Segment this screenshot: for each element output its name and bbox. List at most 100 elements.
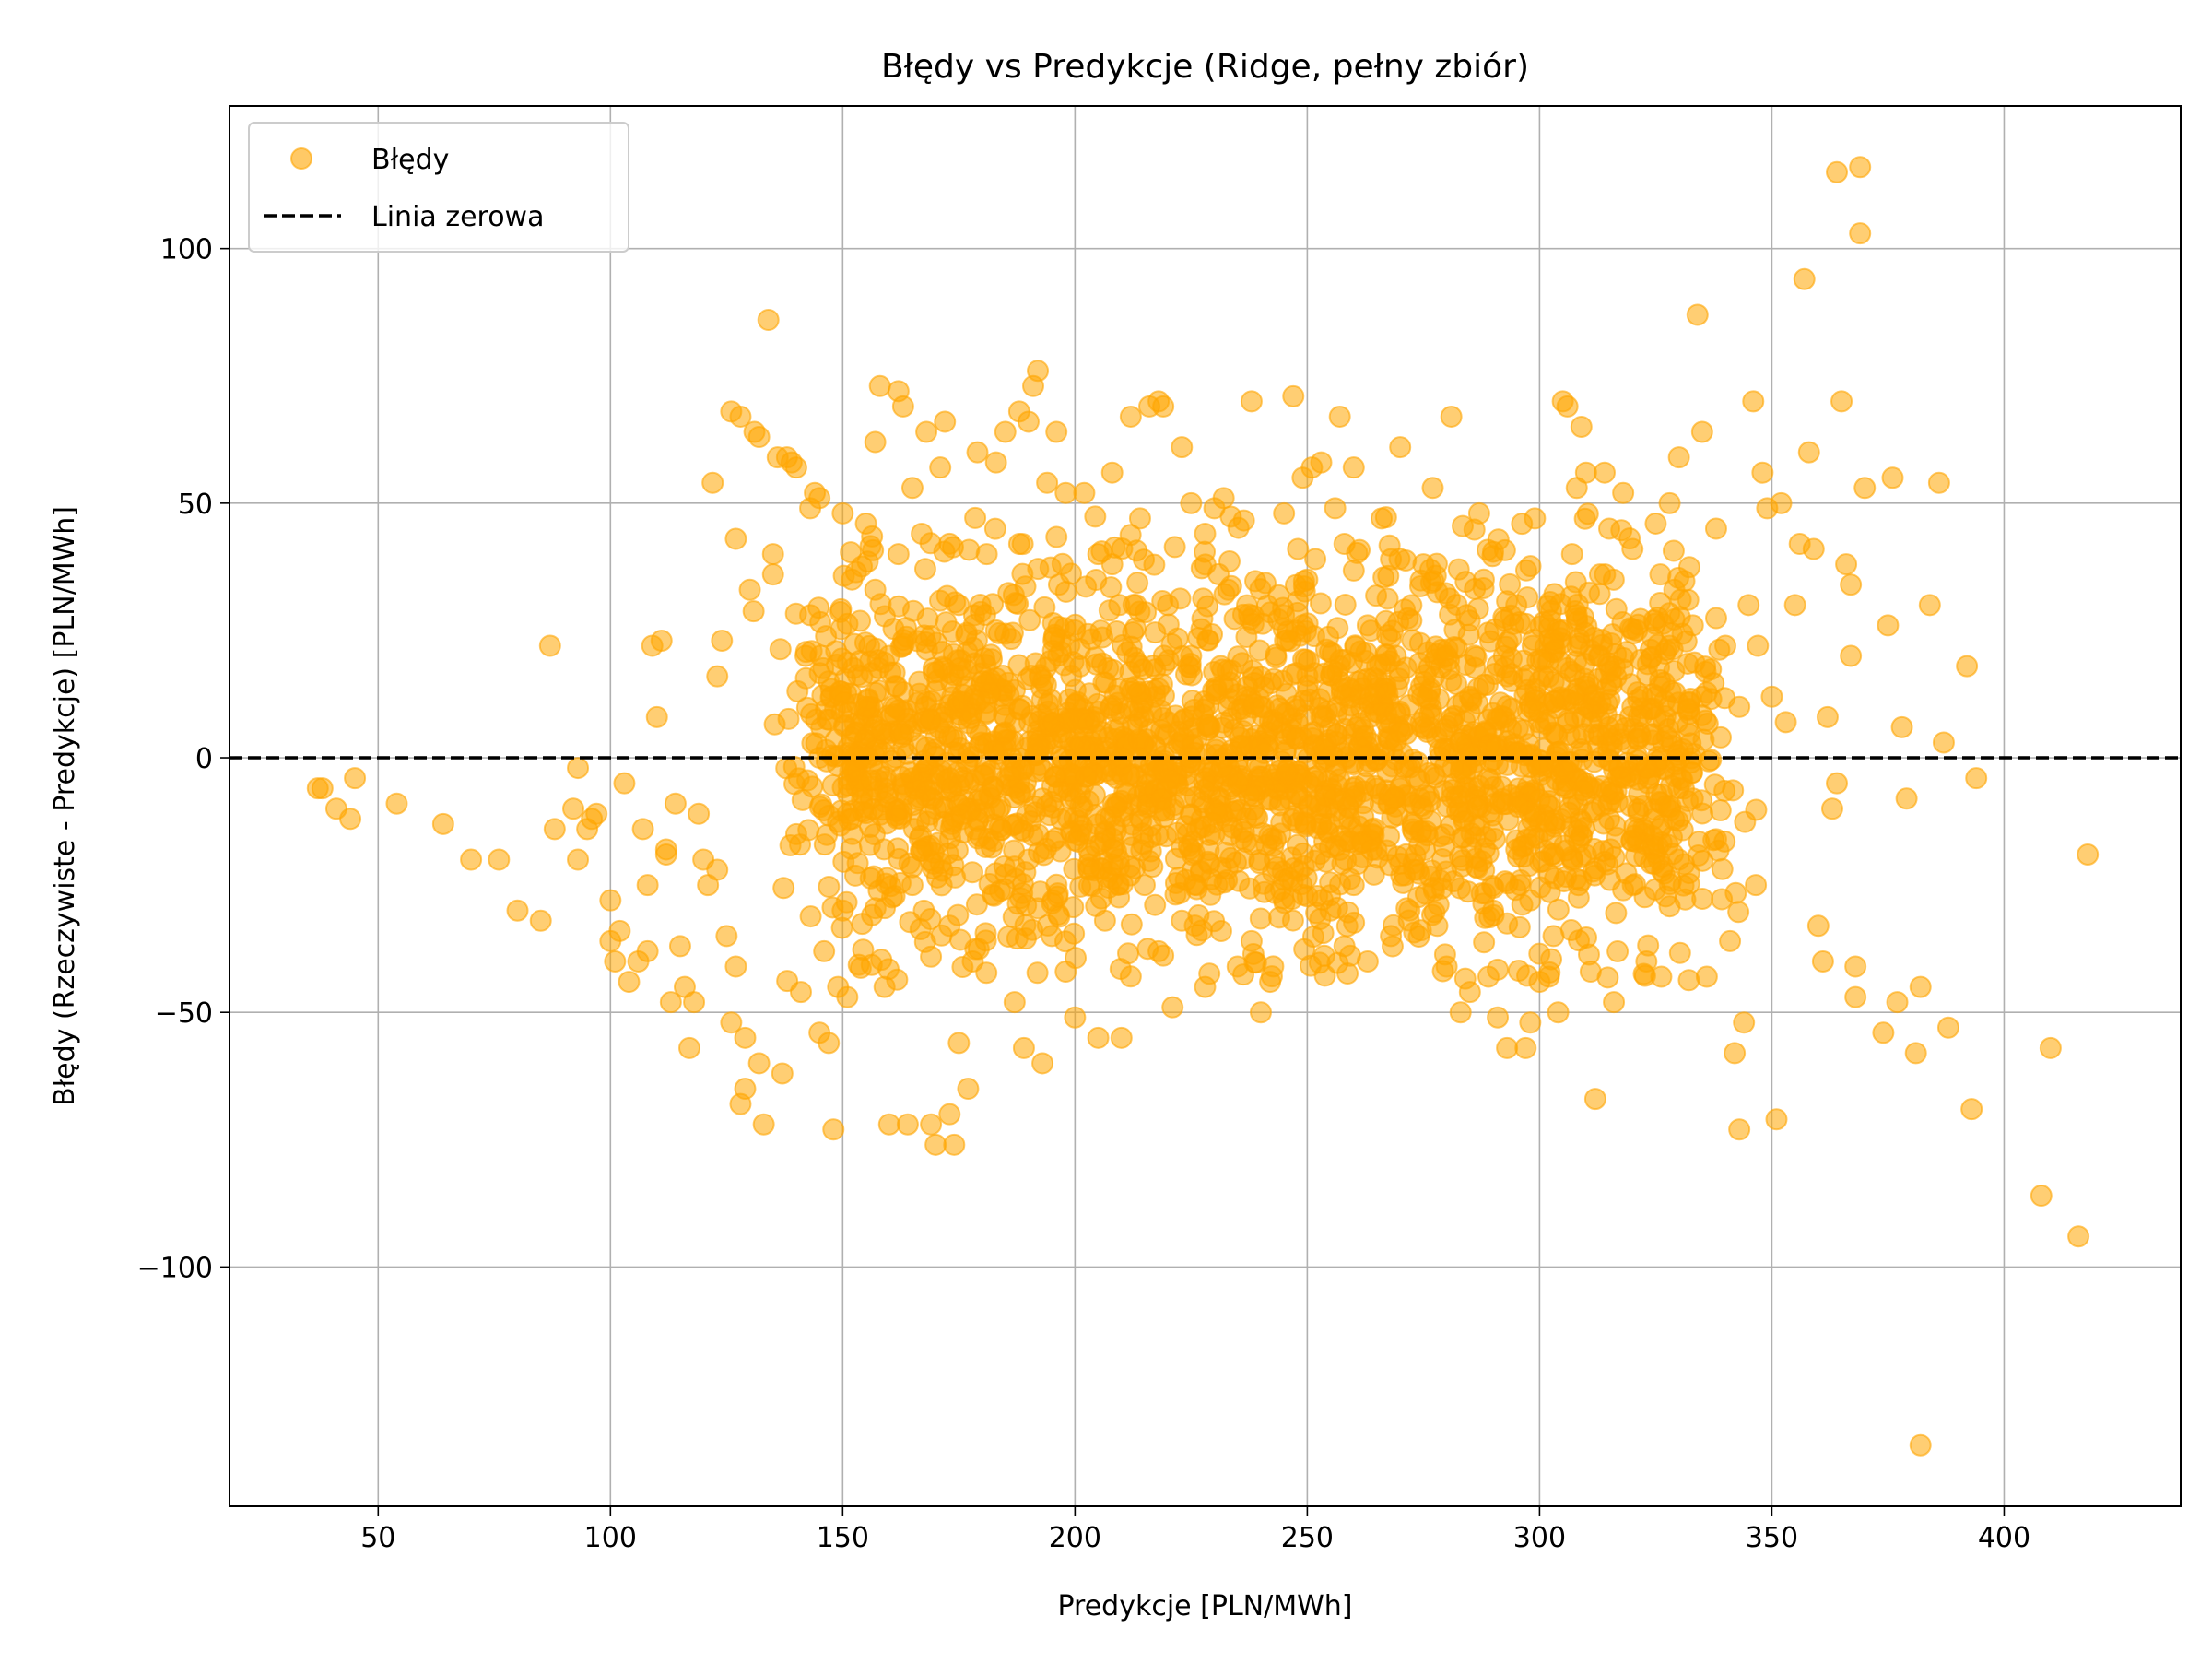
data-point [1100, 576, 1123, 599]
data-point [1087, 1026, 1110, 1049]
data-point [1960, 1098, 1983, 1121]
data-point [1582, 860, 1605, 883]
data-point [1135, 601, 1158, 624]
y-tick-label: 100 [160, 234, 213, 266]
data-point [1328, 405, 1351, 428]
data-point [1621, 537, 1644, 560]
data-point [1574, 772, 1597, 795]
data-point [1036, 471, 1059, 494]
data-point [1101, 853, 1124, 876]
data-point [1426, 914, 1449, 938]
data-point [1119, 965, 1142, 988]
data-point [720, 1011, 743, 1034]
data-point [1745, 874, 1768, 897]
data-point [650, 629, 673, 652]
data-point [1574, 461, 1597, 484]
data-point [1695, 965, 1718, 988]
data-point [1206, 802, 1229, 825]
data-point [1380, 548, 1403, 571]
data-point [1077, 858, 1100, 881]
data-point [729, 405, 752, 428]
data-point [1128, 507, 1151, 530]
data-point [1449, 1001, 1472, 1024]
data-point [608, 919, 631, 942]
data-point [965, 893, 988, 916]
data-point [1606, 940, 1630, 963]
data-point [1304, 548, 1327, 571]
data-point [1605, 902, 1628, 925]
data-point [1133, 874, 1156, 897]
data-point [724, 955, 747, 978]
data-point [1496, 912, 1519, 935]
data-point [870, 719, 893, 742]
data-point [1249, 1001, 1272, 1024]
data-point [1518, 800, 1541, 823]
data-point [567, 757, 590, 780]
data-point [1724, 1042, 1747, 1065]
data-point [1467, 774, 1490, 797]
data-point [1793, 267, 1816, 290]
data-point [1605, 597, 1628, 620]
data-point [1606, 713, 1629, 736]
data-point [1334, 593, 1357, 616]
data-point [1603, 846, 1626, 869]
data-point [1477, 965, 1500, 988]
data-point [1645, 783, 1668, 806]
data-point [1383, 702, 1406, 725]
data-point [1171, 436, 1194, 459]
data-point [1487, 1006, 1510, 1029]
data-point [900, 874, 924, 897]
data-point [1312, 944, 1335, 967]
data-point [1519, 1011, 1542, 1034]
data-point [1100, 461, 1124, 484]
data-point [1317, 625, 1340, 648]
data-point [1063, 922, 1086, 945]
data-point [1711, 888, 1734, 911]
data-point [1528, 942, 1551, 965]
data-point [1421, 477, 1444, 500]
data-point [971, 788, 994, 811]
data-point [1276, 760, 1299, 783]
data-point [1473, 837, 1496, 860]
data-point [1027, 360, 1050, 383]
data-point [1416, 687, 1439, 710]
data-point [920, 1113, 943, 1136]
data-point [1075, 765, 1098, 788]
data-point [1203, 822, 1226, 845]
data-point [1811, 949, 1834, 973]
data-point [1032, 669, 1055, 692]
data-point [1414, 664, 1437, 687]
data-point [701, 471, 724, 494]
data-point [1774, 711, 1797, 734]
data-point [1338, 808, 1361, 831]
data-point [1473, 859, 1496, 882]
data-point [1400, 594, 1423, 617]
data-point [1727, 901, 1750, 924]
data-point [1849, 222, 1872, 245]
data-point [957, 1078, 980, 1101]
data-point [939, 818, 962, 841]
data-point [840, 837, 863, 860]
data-point [1719, 929, 1742, 952]
data-point [831, 899, 854, 922]
data-point [1157, 594, 1180, 617]
data-point [1840, 644, 1863, 667]
data-point [1003, 991, 1026, 1014]
data-point [1644, 705, 1667, 728]
data-point [1372, 566, 1395, 589]
data-point [772, 877, 795, 900]
data-point [1069, 795, 1092, 818]
data-point [1542, 925, 1565, 948]
data-point [1318, 812, 1341, 835]
data-point [1403, 858, 1426, 881]
data-point [1180, 491, 1203, 514]
data-point [784, 822, 807, 845]
data-point [1677, 969, 1700, 992]
data-point [2030, 1185, 2053, 1208]
data-point [1017, 410, 1040, 433]
data-point [1273, 604, 1296, 627]
data-point [934, 410, 957, 433]
x-tick-label: 350 [1746, 1522, 1798, 1554]
data-point [1586, 735, 1609, 758]
data-point [1621, 695, 1644, 718]
